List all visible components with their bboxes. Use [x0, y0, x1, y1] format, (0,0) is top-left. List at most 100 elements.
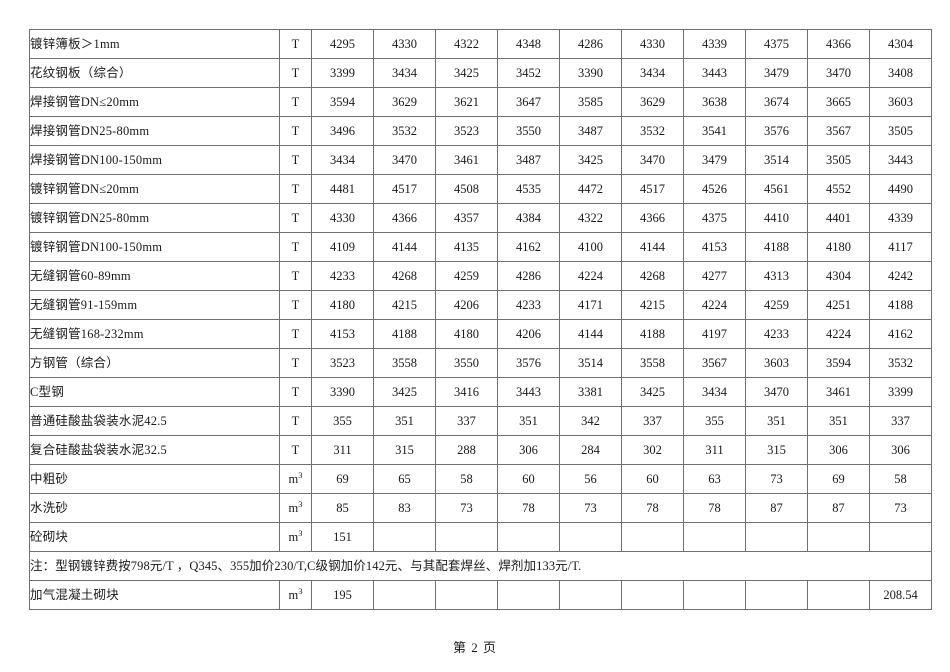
price-cell-10: 4339: [869, 203, 932, 233]
unit-cell: T: [279, 145, 312, 175]
price-cell-10: 337: [869, 406, 932, 436]
price-cell-2: 4215: [373, 290, 436, 320]
price-cell-4: 4233: [497, 290, 560, 320]
price-cell-8: [745, 522, 808, 552]
price-cell-10: 3399: [869, 377, 932, 407]
unit-cell: T: [279, 406, 312, 436]
material-name-cell: C型钢: [29, 377, 280, 407]
unit-cell: T: [279, 203, 312, 233]
price-cell-10: 3532: [869, 348, 932, 378]
price-cell-3: 337: [435, 406, 498, 436]
price-sheet: 镀锌簿板＞1mm T 4295 4330 4322 4348 4286 4330 4339 437…: [29, 29, 932, 610]
price-cell-3: 4322: [435, 29, 498, 59]
price-cell-4: 3550: [497, 116, 560, 146]
price-cell-4: 78: [497, 493, 560, 523]
price-cell-9: 4366: [807, 29, 870, 59]
price-cell-10: 3505: [869, 116, 932, 146]
price-cell-7: 4339: [683, 29, 746, 59]
price-cell-3: [435, 580, 498, 610]
price-cell-8: [745, 580, 808, 610]
table-row: 无缝钢管60-89mm T 4233 4268 4259 4286 4224 4268 4277…: [29, 261, 932, 291]
price-cell-2: 4366: [373, 203, 436, 233]
price-cell-1: 3594: [311, 87, 374, 117]
material-name-cell: 无缝钢管168-232mm: [29, 319, 280, 349]
price-cell-1: 4180: [311, 290, 374, 320]
price-cell-2: 3532: [373, 116, 436, 146]
price-cell-10: 58: [869, 464, 932, 494]
price-cell-4: 4348: [497, 29, 560, 59]
price-cell-8: 4561: [745, 174, 808, 204]
table-row: 中粗砂 m3 69 65 58 60 56 60 63 73 69 58: [29, 464, 932, 494]
table-row: 砼砌块 m3 151: [29, 522, 932, 552]
price-cell-5: 4472: [559, 174, 622, 204]
price-cell-4: 306: [497, 435, 560, 465]
price-cell-5: [559, 522, 622, 552]
price-cell-6: [621, 522, 684, 552]
price-cell-1: 4233: [311, 261, 374, 291]
price-cell-4: 4384: [497, 203, 560, 233]
price-cell-7: 78: [683, 493, 746, 523]
price-cell-8: 3470: [745, 377, 808, 407]
price-cell-7: 3638: [683, 87, 746, 117]
material-name-cell: 焊接钢管DN100-150mm: [29, 145, 280, 175]
price-cell-9: 4304: [807, 261, 870, 291]
price-cell-5: 3487: [559, 116, 622, 146]
price-cell-5: 3514: [559, 348, 622, 378]
unit-cell: T: [279, 87, 312, 117]
price-cell-2: 3558: [373, 348, 436, 378]
price-cell-2: 4268: [373, 261, 436, 291]
table-row: 无缝钢管168-232mm T 4153 4188 4180 4206 4144 4188 41…: [29, 319, 932, 349]
price-cell-5: 4171: [559, 290, 622, 320]
unit-cell: T: [279, 58, 312, 88]
material-name-cell: 无缝钢管60-89mm: [29, 261, 280, 291]
price-cell-10: 4117: [869, 232, 932, 262]
price-cell-5: 4100: [559, 232, 622, 262]
price-cell-1: 4109: [311, 232, 374, 262]
price-cell-3: 3425: [435, 58, 498, 88]
price-cell-2: 4517: [373, 174, 436, 204]
price-cell-5: 3381: [559, 377, 622, 407]
price-cell-4: 4162: [497, 232, 560, 262]
price-cell-2: 4330: [373, 29, 436, 59]
price-cell-5: 3390: [559, 58, 622, 88]
price-cell-6: [621, 580, 684, 610]
price-cell-8: 315: [745, 435, 808, 465]
price-cell-6: 337: [621, 406, 684, 436]
price-cell-4: [497, 580, 560, 610]
material-name-cell: 普通硅酸盐袋装水泥42.5: [29, 406, 280, 436]
price-cell-6: 3425: [621, 377, 684, 407]
price-cell-5: 284: [559, 435, 622, 465]
price-cell-1: 4295: [311, 29, 374, 59]
unit-cell: m3: [279, 522, 312, 552]
price-cell-6: 4366: [621, 203, 684, 233]
price-cell-9: 4401: [807, 203, 870, 233]
price-cell-8: 4375: [745, 29, 808, 59]
price-cell-7: 4224: [683, 290, 746, 320]
price-cell-4: 3576: [497, 348, 560, 378]
material-name-cell: 方钢管（综合）: [29, 348, 280, 378]
price-cell-1: 195: [311, 580, 374, 610]
price-cell-6: 4268: [621, 261, 684, 291]
material-name-cell: 复合硅酸盐袋装水泥32.5: [29, 435, 280, 465]
unit-superscript: 3: [298, 527, 303, 538]
price-cell-2: 4188: [373, 319, 436, 349]
price-cell-4: 3452: [497, 58, 560, 88]
price-cell-1: 3434: [311, 145, 374, 175]
table-row: 焊接钢管DN≤20mm T 3594 3629 3621 3647 3585 3629 3638…: [29, 87, 932, 117]
price-cell-3: 4135: [435, 232, 498, 262]
price-cell-2: 3470: [373, 145, 436, 175]
price-cell-9: [807, 522, 870, 552]
price-cell-5: 4286: [559, 29, 622, 59]
price-cell-2: 65: [373, 464, 436, 494]
price-cell-9: 4180: [807, 232, 870, 262]
price-cell-10: 208.54: [869, 580, 932, 610]
price-cell-3: 3461: [435, 145, 498, 175]
price-cell-4: 4286: [497, 261, 560, 291]
price-cell-4: 3443: [497, 377, 560, 407]
unit-superscript: 3: [298, 498, 303, 509]
price-cell-4: 3487: [497, 145, 560, 175]
price-cell-7: 63: [683, 464, 746, 494]
price-cell-10: [869, 522, 932, 552]
price-cell-9: 4552: [807, 174, 870, 204]
